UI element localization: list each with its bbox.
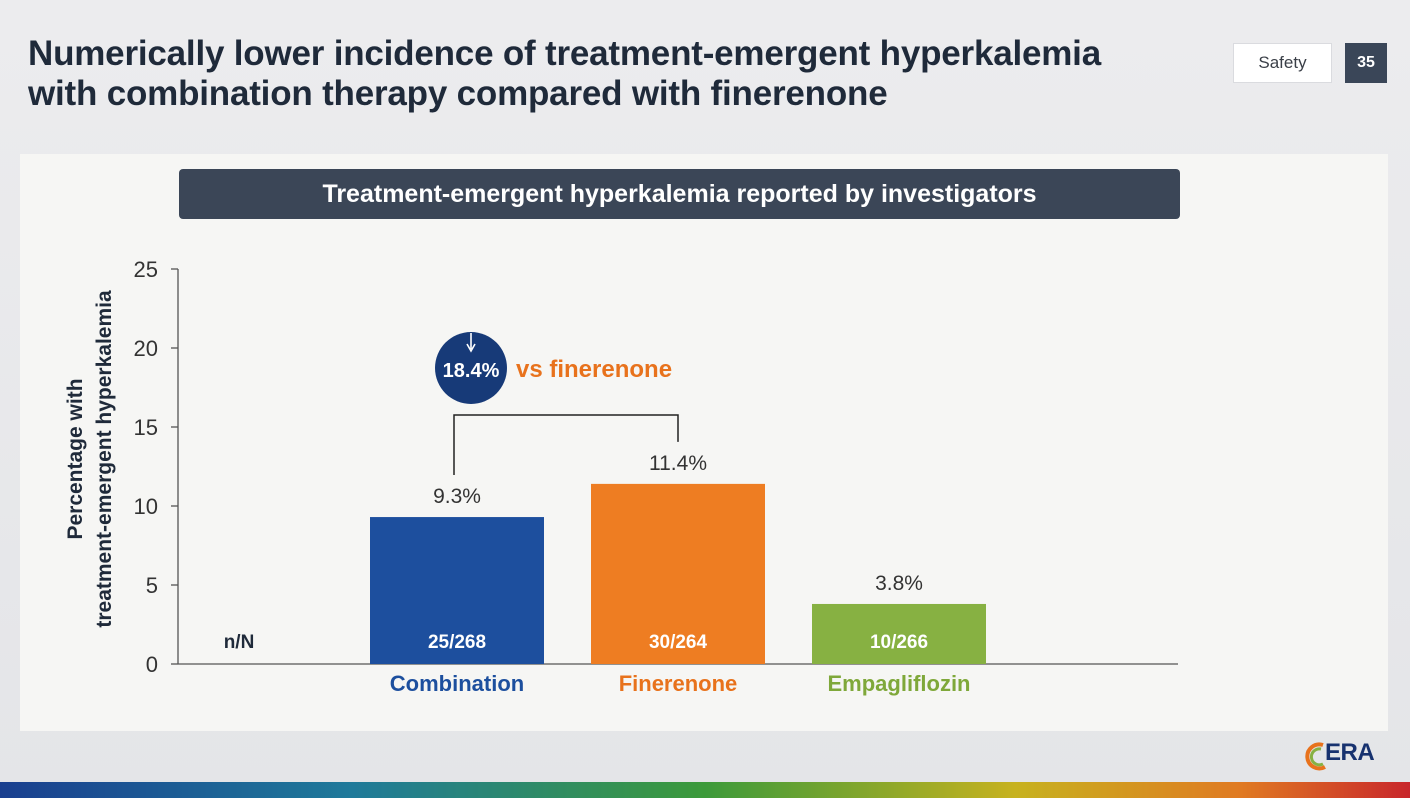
era-logo-mark: [1305, 742, 1326, 771]
chart-title: Treatment-emergent hyperkalemia reported…: [179, 169, 1180, 219]
logo-text: ERA: [1325, 739, 1375, 766]
y-tick-label: 10: [134, 494, 158, 519]
x-category-label: Combination: [390, 671, 524, 696]
slide-title-line2: with combination therapy compared with f…: [28, 74, 888, 113]
down-arrow-head-icon: [466, 343, 476, 353]
bar-value-label: 11.4%: [649, 452, 707, 475]
y-tick-label: 15: [134, 415, 158, 440]
section-tag: Safety: [1233, 43, 1332, 83]
bar-combination: [370, 517, 544, 664]
bar-value-label: 9.3%: [433, 485, 481, 508]
slide-title-line1: Numerically lower incidence of treatment…: [28, 34, 1101, 73]
y-axis-label-line1: Percentage with: [64, 378, 87, 539]
bottom-color-stripe: [0, 782, 1410, 798]
bar-finerenone: [591, 483, 765, 664]
reduction-comparison-text: vs finerenone: [516, 356, 672, 383]
bar-count-label: 10/266: [870, 632, 928, 653]
comparison-bracket: [453, 414, 679, 476]
y-tick-label: 20: [134, 336, 158, 361]
y-axis-label-line2: treatment-emergent hyperkalemia: [93, 290, 116, 628]
reduction-badge: [435, 332, 507, 404]
y-tick-label: 25: [134, 257, 158, 282]
y-tick-label: 5: [146, 573, 158, 598]
x-category-label: Finerenone: [619, 671, 738, 696]
bar-count-label: 30/264: [649, 632, 708, 653]
x-category-label: Empagliflozin: [828, 671, 971, 696]
page-number: 35: [1345, 43, 1387, 83]
bar-count-label: 25/268: [428, 632, 486, 653]
y-tick-label: 0: [146, 652, 158, 677]
era-logo: ERA: [1305, 737, 1395, 777]
slide-title: Numerically lower incidence of treatment…: [28, 34, 1198, 114]
counts-header: n/N: [224, 632, 255, 653]
reduction-value: 18.4%: [443, 360, 500, 382]
bar-empagliflozin: [812, 603, 986, 664]
bar-value-label: 3.8%: [875, 572, 923, 595]
